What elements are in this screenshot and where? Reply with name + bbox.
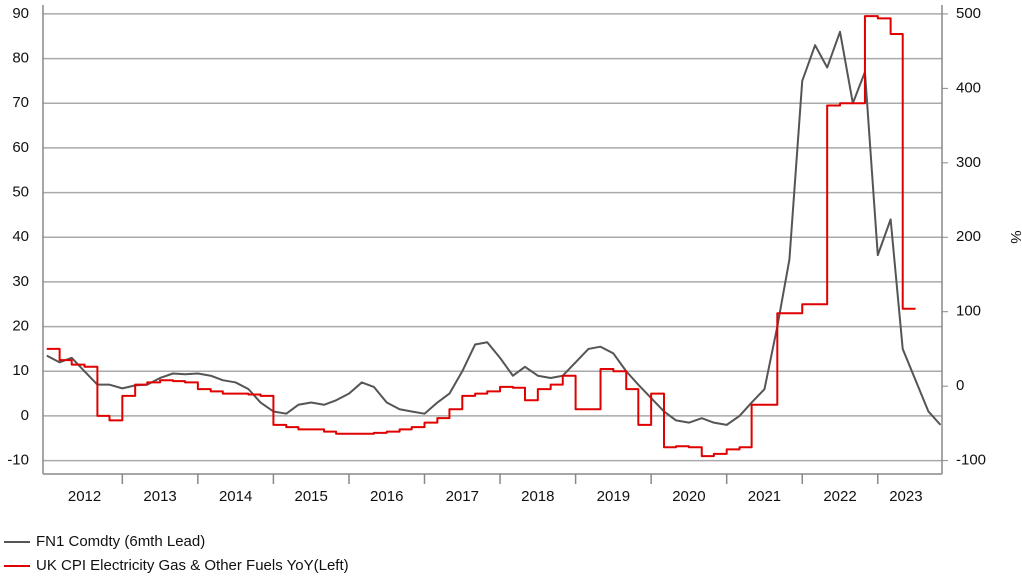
y-tick-label: 0	[21, 407, 29, 424]
y2-tick-label: 300	[956, 154, 981, 171]
x-tick-label: 2015	[295, 488, 328, 505]
x-tick-label: 2021	[748, 488, 781, 505]
y2-tick-label: -100	[956, 452, 986, 469]
x-tick-label: 2016	[370, 488, 403, 505]
y2-tick-label: 100	[956, 303, 981, 320]
y2-tick-label: 200	[956, 228, 981, 245]
x-tick-label: 2014	[219, 488, 252, 505]
series-line	[46, 30, 942, 426]
y2-axis-label: %	[1007, 230, 1022, 243]
y-tick-label: 30	[12, 273, 29, 290]
y-tick-label: 60	[12, 139, 29, 156]
x-tick-label: 2018	[521, 488, 554, 505]
y-tick-label: 80	[12, 50, 29, 67]
x-tick-label: 2012	[68, 488, 101, 505]
y-tick-label: 90	[12, 5, 29, 22]
y-tick-label: 20	[12, 318, 29, 335]
y-tick-label: 40	[12, 228, 29, 245]
legend-label: FN1 Comdty (6mth Lead)	[36, 533, 205, 550]
x-tick-label: 2017	[446, 488, 479, 505]
y-tick-label: 50	[12, 184, 29, 201]
y-tick-label: -10	[7, 452, 29, 469]
x-tick-label: 2022	[823, 488, 856, 505]
x-tick-label: 2019	[597, 488, 630, 505]
y-tick-label: 70	[12, 94, 29, 111]
y2-tick-label: 400	[956, 79, 981, 96]
y2-tick-label: 500	[956, 5, 981, 22]
y2-tick-label: 0	[956, 377, 964, 394]
x-tick-label: 2013	[143, 488, 176, 505]
x-tick-label: 2020	[672, 488, 705, 505]
y-tick-label: 10	[12, 362, 29, 379]
legend-label: UK CPI Electricity Gas & Other Fuels YoY…	[36, 557, 349, 574]
x-tick-label: 2023	[889, 488, 922, 505]
series-line	[46, 15, 916, 458]
